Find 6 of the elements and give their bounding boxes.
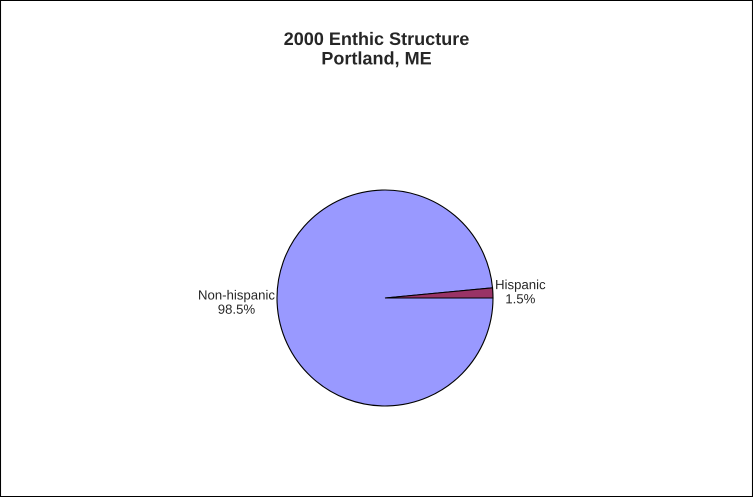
- data-label: 98.5%: [218, 304, 255, 314]
- slice-label: Non-hispanic: [199, 290, 275, 302]
- chart-title: 2000 Enthic Structure Portland, ME: [284, 32, 469, 68]
- pie-slice: [276, 189, 494, 407]
- data-label: 1.5%: [506, 294, 535, 304]
- slice-label: Hispanic: [496, 280, 546, 292]
